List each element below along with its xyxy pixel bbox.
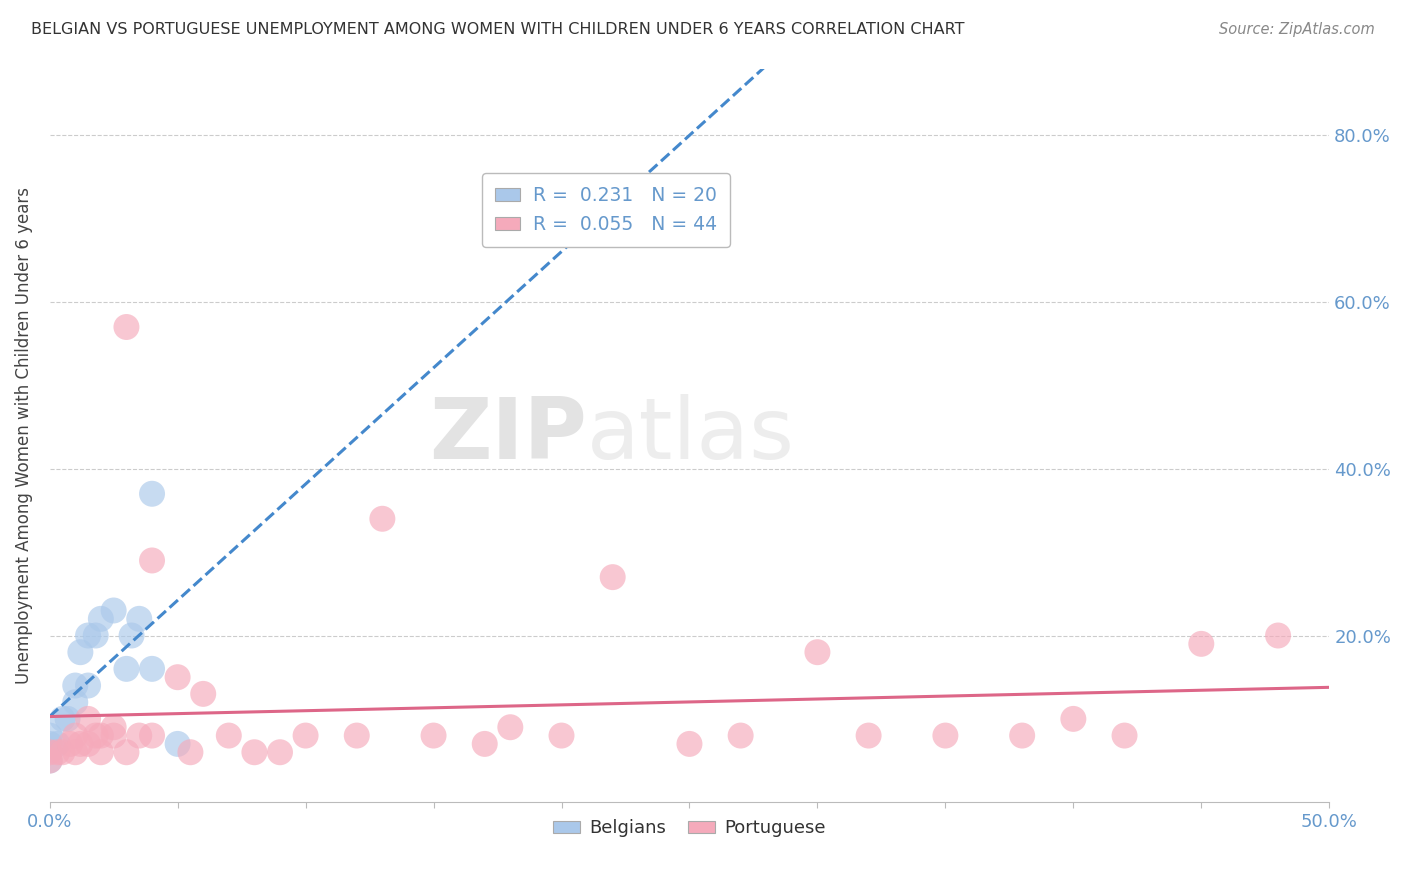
Point (84, 729, 107, 743)
Point (1267, 628, 1289, 642)
Point (602, 570, 624, 584)
Point (46, 737, 69, 751)
Point (1189, 637, 1212, 651)
Legend: Belgians, Portuguese: Belgians, Portuguese (546, 812, 832, 845)
Point (103, 720, 125, 734)
Text: atlas: atlas (588, 394, 796, 477)
Point (218, 729, 240, 743)
Point (77, 737, 100, 751)
Point (38, 729, 60, 743)
Point (46, 745, 69, 759)
Point (346, 729, 368, 743)
Point (1011, 729, 1033, 743)
Point (51, 745, 73, 759)
Point (550, 729, 572, 743)
Text: ZIP: ZIP (429, 394, 588, 477)
Point (141, 553, 163, 567)
Point (56, 712, 79, 726)
Point (166, 737, 188, 751)
Point (243, 745, 266, 759)
Point (128, 729, 150, 743)
Point (1062, 712, 1084, 726)
Point (77, 628, 100, 642)
Point (38, 737, 60, 751)
Point (90, 729, 112, 743)
Point (69, 737, 91, 751)
Point (294, 729, 316, 743)
Point (77, 712, 100, 726)
Point (858, 729, 880, 743)
Point (179, 745, 201, 759)
Point (166, 670, 188, 684)
Point (51, 712, 73, 726)
Point (422, 729, 444, 743)
Point (1114, 729, 1136, 743)
Point (65, 695, 87, 709)
Point (115, 662, 138, 676)
Point (38, 745, 60, 759)
Point (806, 645, 828, 659)
Point (371, 512, 394, 526)
Point (141, 662, 163, 676)
Point (934, 729, 956, 743)
Point (38, 754, 60, 768)
Point (84, 628, 107, 642)
Text: BELGIAN VS PORTUGUESE UNEMPLOYMENT AMONG WOMEN WITH CHILDREN UNDER 6 YEARS CORRE: BELGIAN VS PORTUGUESE UNEMPLOYMENT AMONG… (31, 22, 965, 37)
Point (90, 612, 112, 626)
Point (90, 745, 112, 759)
Point (103, 729, 125, 743)
Point (128, 612, 150, 626)
Point (678, 737, 700, 751)
Point (65, 745, 87, 759)
Point (77, 679, 100, 693)
Text: Source: ZipAtlas.com: Source: ZipAtlas.com (1219, 22, 1375, 37)
Point (141, 729, 163, 743)
Point (115, 745, 138, 759)
Point (38, 754, 60, 768)
Point (59, 737, 82, 751)
Point (103, 603, 125, 617)
Point (141, 487, 163, 501)
Point (474, 737, 496, 751)
Point (65, 679, 87, 693)
Point (193, 687, 215, 701)
Y-axis label: Unemployment Among Women with Children Under 6 years: Unemployment Among Women with Children U… (15, 187, 32, 684)
Point (730, 729, 752, 743)
Point (65, 729, 87, 743)
Point (115, 320, 138, 334)
Point (499, 720, 522, 734)
Point (269, 745, 291, 759)
Point (69, 645, 91, 659)
Point (121, 628, 143, 642)
